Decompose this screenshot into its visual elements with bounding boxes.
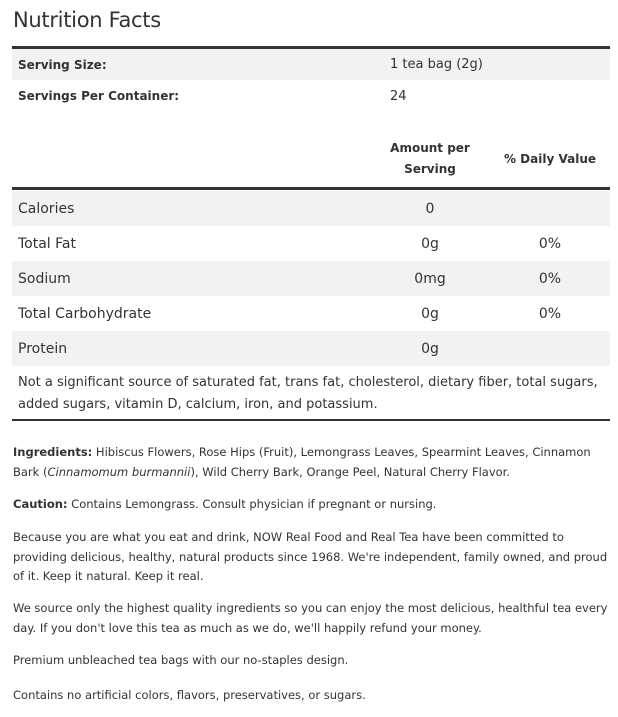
amount-header: Amount per Serving xyxy=(380,138,480,180)
ingredients-label: Ingredients: xyxy=(13,445,93,459)
amount-header-line1: Amount per xyxy=(390,141,470,155)
nutrient-row: Total Fat 0g 0% xyxy=(12,226,610,261)
divider xyxy=(12,46,610,49)
nutrient-amount: 0 xyxy=(425,200,435,217)
servings-per-container-row: Servings Per Container: 24 xyxy=(12,80,610,112)
divider xyxy=(12,419,610,421)
nutrient-daily-value: 0% xyxy=(538,270,562,287)
serving-size-row: Serving Size: 1 tea bag (2g) xyxy=(12,49,610,80)
nutrient-row: Protein 0g xyxy=(12,331,610,366)
description-paragraph: Premium unbleached tea bags with our no-… xyxy=(13,653,349,667)
nutrient-name: Total Carbohydrate xyxy=(18,305,152,322)
caution-label: Caution: xyxy=(13,497,68,511)
amount-header-line2: Serving xyxy=(404,162,456,176)
ingredients: Ingredients: Hibiscus Flowers, Rose Hips… xyxy=(13,443,613,482)
nutrient-amount: 0mg xyxy=(414,270,446,287)
caution-text: Contains Lemongrass. Consult physician i… xyxy=(67,497,437,511)
nutrient-daily-value: 0% xyxy=(538,235,562,252)
servings-per-container-value: 24 xyxy=(390,88,407,104)
serving-size-label: Serving Size: xyxy=(18,57,107,72)
ingredients-text: Hibiscus Flowers, Rose Hips (Fruit), Lem… xyxy=(13,445,591,479)
nutrition-note: Not a significant source of saturated fa… xyxy=(18,375,598,412)
nutrient-amount: 0g xyxy=(421,340,439,357)
nutrient-amount: 0g xyxy=(421,305,439,322)
description-paragraph: Because you are what you eat and drink, … xyxy=(13,530,608,583)
nutrient-row: Calories 0 xyxy=(12,191,610,226)
nutrient-row: Total Carbohydrate 0g 0% xyxy=(12,296,610,331)
caution: Caution: Contains Lemongrass. Consult ph… xyxy=(13,495,613,515)
ingredients-text: ), Wild Cherry Bark, Orange Peel, Natura… xyxy=(190,464,510,479)
nutrient-name: Calories xyxy=(18,200,75,217)
nutrient-name: Sodium xyxy=(18,270,71,287)
nutrient-name: Protein xyxy=(18,340,68,357)
nutrient-daily-value: 0% xyxy=(538,305,562,322)
description-paragraph: Contains no artificial colors, flavors, … xyxy=(13,688,366,702)
daily-value-header: % Daily Value xyxy=(503,152,596,166)
description-paragraph: We source only the highest quality ingre… xyxy=(13,601,608,635)
page-title: Nutrition Facts xyxy=(13,8,161,32)
servings-per-container-label: Servings Per Container: xyxy=(18,89,180,103)
nutrient-row: Sodium 0mg 0% xyxy=(12,261,610,296)
nutrient-amount: 0g xyxy=(421,235,439,252)
serving-size-value: 1 tea bag (2g) xyxy=(390,57,483,72)
divider xyxy=(12,187,610,190)
ingredients-species: Cinnamomum burmannii xyxy=(47,464,191,479)
nutrient-name: Total Fat xyxy=(18,235,76,252)
